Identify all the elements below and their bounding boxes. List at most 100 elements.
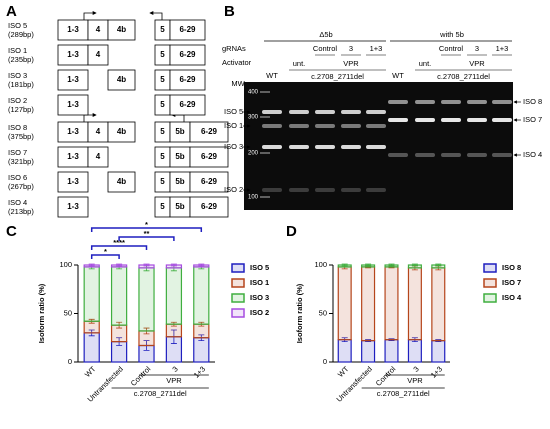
gel-band: [315, 124, 335, 128]
error-bar: [341, 263, 348, 267]
legend-swatch: [231, 263, 245, 273]
legend-swatch: [483, 293, 497, 303]
significance-label: *: [104, 247, 107, 256]
gel-band: [262, 124, 282, 128]
panel-label: D: [286, 223, 297, 240]
panel-label: C: [6, 223, 17, 240]
isoform-size: (321bp): [8, 157, 34, 166]
gel-band: [315, 110, 335, 114]
exon-label: 1-3: [67, 202, 79, 211]
x-tick-label: Control: [129, 364, 153, 388]
exon-box: [57, 196, 89, 218]
bar-segment: [337, 266, 352, 341]
mutation-label: c.2708_2711del: [437, 72, 490, 81]
band-label: ISO 7: [523, 115, 542, 124]
gel-band: [289, 110, 309, 114]
isoform-size: (235bp): [8, 55, 34, 64]
exon-label: 1-3: [67, 152, 79, 161]
lane-label: WT: [266, 71, 278, 80]
legend-swatch: [483, 278, 497, 288]
error-bar: [88, 263, 95, 267]
bar-segment: [110, 266, 128, 326]
y-tick-label: 50: [64, 308, 72, 317]
x-tick-label: 1+3: [429, 364, 444, 379]
band-label: ISO 5: [224, 107, 243, 116]
exon-label: 5b: [175, 127, 184, 136]
exon-label: 5: [160, 202, 165, 211]
gel-band: [289, 124, 309, 128]
isoform-name: ISO 6: [8, 173, 27, 182]
exon-box: [169, 94, 206, 116]
bar-segment: [431, 267, 446, 342]
ladder-band: [260, 91, 270, 93]
bar-segment: [165, 267, 183, 325]
group-label: VPR: [166, 376, 182, 385]
panel-label: B: [224, 3, 235, 20]
mw-label: MW: [231, 79, 245, 88]
exon-box: [169, 69, 206, 91]
ladder-band: [260, 152, 270, 154]
gel-band: [262, 145, 282, 149]
x-tick-label: WT: [336, 364, 351, 379]
exon-label: 5: [160, 100, 165, 109]
exon-label: 4: [96, 127, 101, 136]
exon-box: [189, 146, 229, 168]
exon-label: 5b: [175, 152, 184, 161]
bar-segment: [138, 267, 155, 332]
ladder-band: [260, 116, 270, 118]
exon-label: 6-29: [179, 50, 196, 59]
bar-segment: [361, 340, 376, 363]
isoform-size: (127bp): [8, 105, 34, 114]
x-tick-label: Control: [374, 364, 398, 388]
exon-label: 1-3: [67, 25, 79, 34]
significance-label: **: [144, 229, 150, 238]
exon-label: 5: [160, 75, 165, 84]
activator-label: VPR: [469, 59, 485, 68]
exon-box: [107, 121, 136, 143]
gel-band: [366, 188, 386, 192]
isoform-name: ISO 3: [8, 71, 27, 80]
exon-box: [189, 196, 229, 218]
significance-bracket: [90, 254, 120, 259]
error-bar: [365, 263, 372, 267]
row-label: Activator: [222, 58, 252, 67]
isoform-size: (375bp): [8, 132, 34, 141]
exon-label: 4: [96, 25, 101, 34]
x-tick-label: 3: [411, 364, 420, 373]
gel-band: [467, 153, 487, 157]
activator-label: unt.: [419, 59, 432, 68]
error-bar: [143, 263, 150, 267]
isoform-name: ISO 2: [8, 96, 27, 105]
bar-segment: [193, 337, 210, 363]
gel-band: [441, 153, 461, 157]
exon-label: 4b: [117, 25, 126, 34]
mw-tick: 400: [248, 90, 259, 96]
y-tick-label: 0: [68, 357, 72, 366]
grna-label: Control: [439, 44, 464, 53]
isoform-name: ISO 1: [8, 46, 27, 55]
exon-label: 6-29: [179, 100, 196, 109]
primer-arrow: [83, 113, 97, 122]
row-label: gRNAs: [222, 44, 246, 53]
gel-band: [366, 110, 386, 114]
group-label: c.2708_2711del: [377, 389, 430, 398]
gel-band: [315, 188, 335, 192]
legend-label: ISO 3: [250, 293, 269, 302]
mutation-label: c.2708_2711del: [311, 72, 364, 81]
isoform-name: ISO 4: [8, 198, 27, 207]
significance-label: ****: [113, 238, 125, 247]
exon-label: 6-29: [179, 25, 196, 34]
exon-label: 6-29: [179, 75, 196, 84]
group-label: VPR: [407, 376, 423, 385]
activator-label: unt.: [293, 59, 306, 68]
exon-label: 5b: [175, 202, 184, 211]
ladder-band: [260, 196, 270, 198]
isoform-name: ISO 7: [8, 148, 27, 157]
gel-band: [366, 145, 386, 149]
gel-band: [441, 100, 461, 104]
gel-band: [366, 124, 386, 128]
gel-band: [341, 110, 361, 114]
exon-label: 1-3: [67, 127, 79, 136]
gel-band: [341, 145, 361, 149]
